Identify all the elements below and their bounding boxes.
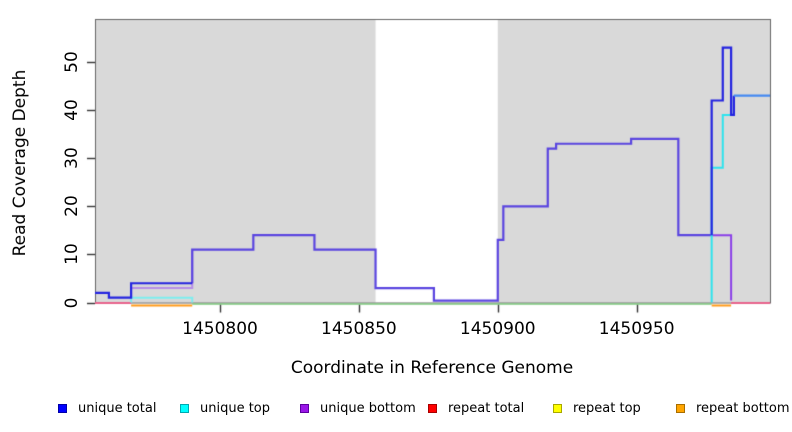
y-axis-title: Read Coverage Depth — [10, 69, 30, 257]
legend-marker-square — [58, 403, 67, 413]
y-tick-label: 30 — [62, 147, 82, 170]
x-tick-label: 1450800 — [182, 319, 258, 339]
legend-label: repeat total — [448, 401, 525, 416]
y-tick-label: 0 — [62, 297, 82, 308]
legend-label: unique top — [200, 401, 271, 416]
y-tick-label: 20 — [62, 195, 82, 218]
legend-marker-square — [676, 403, 685, 413]
legend-marker-square — [553, 403, 562, 413]
y-tick-label: 10 — [62, 243, 82, 266]
legend-marker-square — [428, 403, 437, 413]
x-tick-label: 1450900 — [459, 319, 536, 339]
legend-label: unique bottom — [320, 401, 416, 416]
legend-marker-square — [300, 403, 309, 413]
y-tick-label: 40 — [62, 99, 82, 121]
x-axis-title: Coordinate in Reference Genome — [290, 358, 574, 378]
legend-label: repeat top — [573, 401, 641, 416]
legend-label: unique total — [78, 401, 157, 416]
x-tick-label: 1450850 — [321, 319, 397, 339]
x-tick-label: 1450950 — [598, 319, 675, 339]
legend-label: repeat bottom — [696, 401, 790, 416]
legend-marker-square — [180, 403, 189, 413]
y-tick-label: 50 — [62, 51, 82, 73]
